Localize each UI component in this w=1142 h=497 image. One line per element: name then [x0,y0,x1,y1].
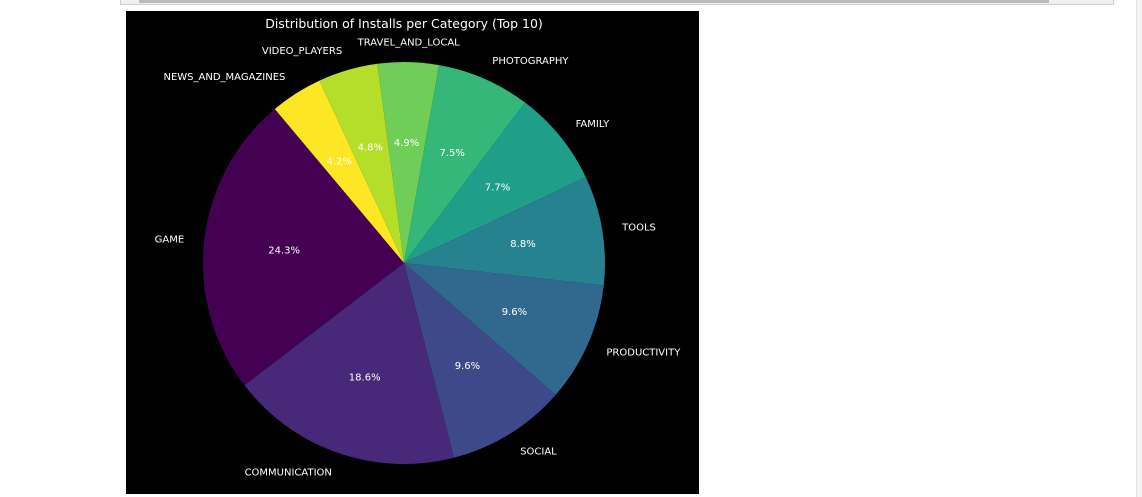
slice-label: GAME [155,234,185,245]
slice-label: VIDEO_PLAYERS [262,46,342,57]
slice-label: NEWS_AND_MAGAZINES [164,72,286,83]
scrollbar-thumb[interactable] [139,0,1049,3]
slice-label: SOCIAL [520,447,557,458]
slice-label: FAMILY [576,119,610,130]
vertical-scrollbar-track[interactable] [1136,0,1142,497]
slice-label: TOOLS [621,222,656,233]
pie-slice-news-and-magazines [274,80,404,264]
slice-percent-label: 24.3% [268,245,300,256]
slice-percent-label: 4.9% [394,138,419,149]
pie-slice-game [202,109,404,386]
slice-percent-label: 7.7% [485,182,510,193]
pie-slice-tools [404,177,605,286]
slice-percent-label: 4.2% [327,157,352,168]
slice-label: COMMUNICATION [245,468,332,479]
pie-slices [202,62,605,465]
slice-label: PRODUCTIVITY [606,347,681,358]
chart-title: Distribution of Installs per Category (T… [265,16,543,31]
pie-labels: GAME 24.3% COMMUNICATION 18.6% SOCIAL 9.6% PRO… [155,38,682,479]
slice-percent-label: 18.6% [349,373,381,384]
pie-slice-travel-and-local [377,62,440,263]
slice-percent-label: 7.5% [439,148,464,159]
slice-percent-label: 9.6% [502,307,527,318]
horizontal-scrollbar[interactable] [120,0,1114,5]
slice-percent-label: 9.6% [455,361,480,372]
slice-label: TRAVEL_AND_LOCAL [357,38,461,49]
slice-percent-label: 4.8% [358,143,383,154]
pie-slice-photography [404,65,526,263]
pie-slice-video-players [319,63,404,263]
pie-chart-figure: Distribution of Installs per Category (T… [126,11,699,494]
pie-slice-family [404,102,586,263]
pie-slice-social [404,263,556,458]
pie-slice-communication [244,263,455,465]
slice-label: PHOTOGRAPHY [492,56,569,67]
pie-chart: Distribution of Installs per Category (T… [155,16,682,479]
slice-percent-label: 8.8% [510,239,535,250]
pie-slice-productivity [404,263,604,395]
